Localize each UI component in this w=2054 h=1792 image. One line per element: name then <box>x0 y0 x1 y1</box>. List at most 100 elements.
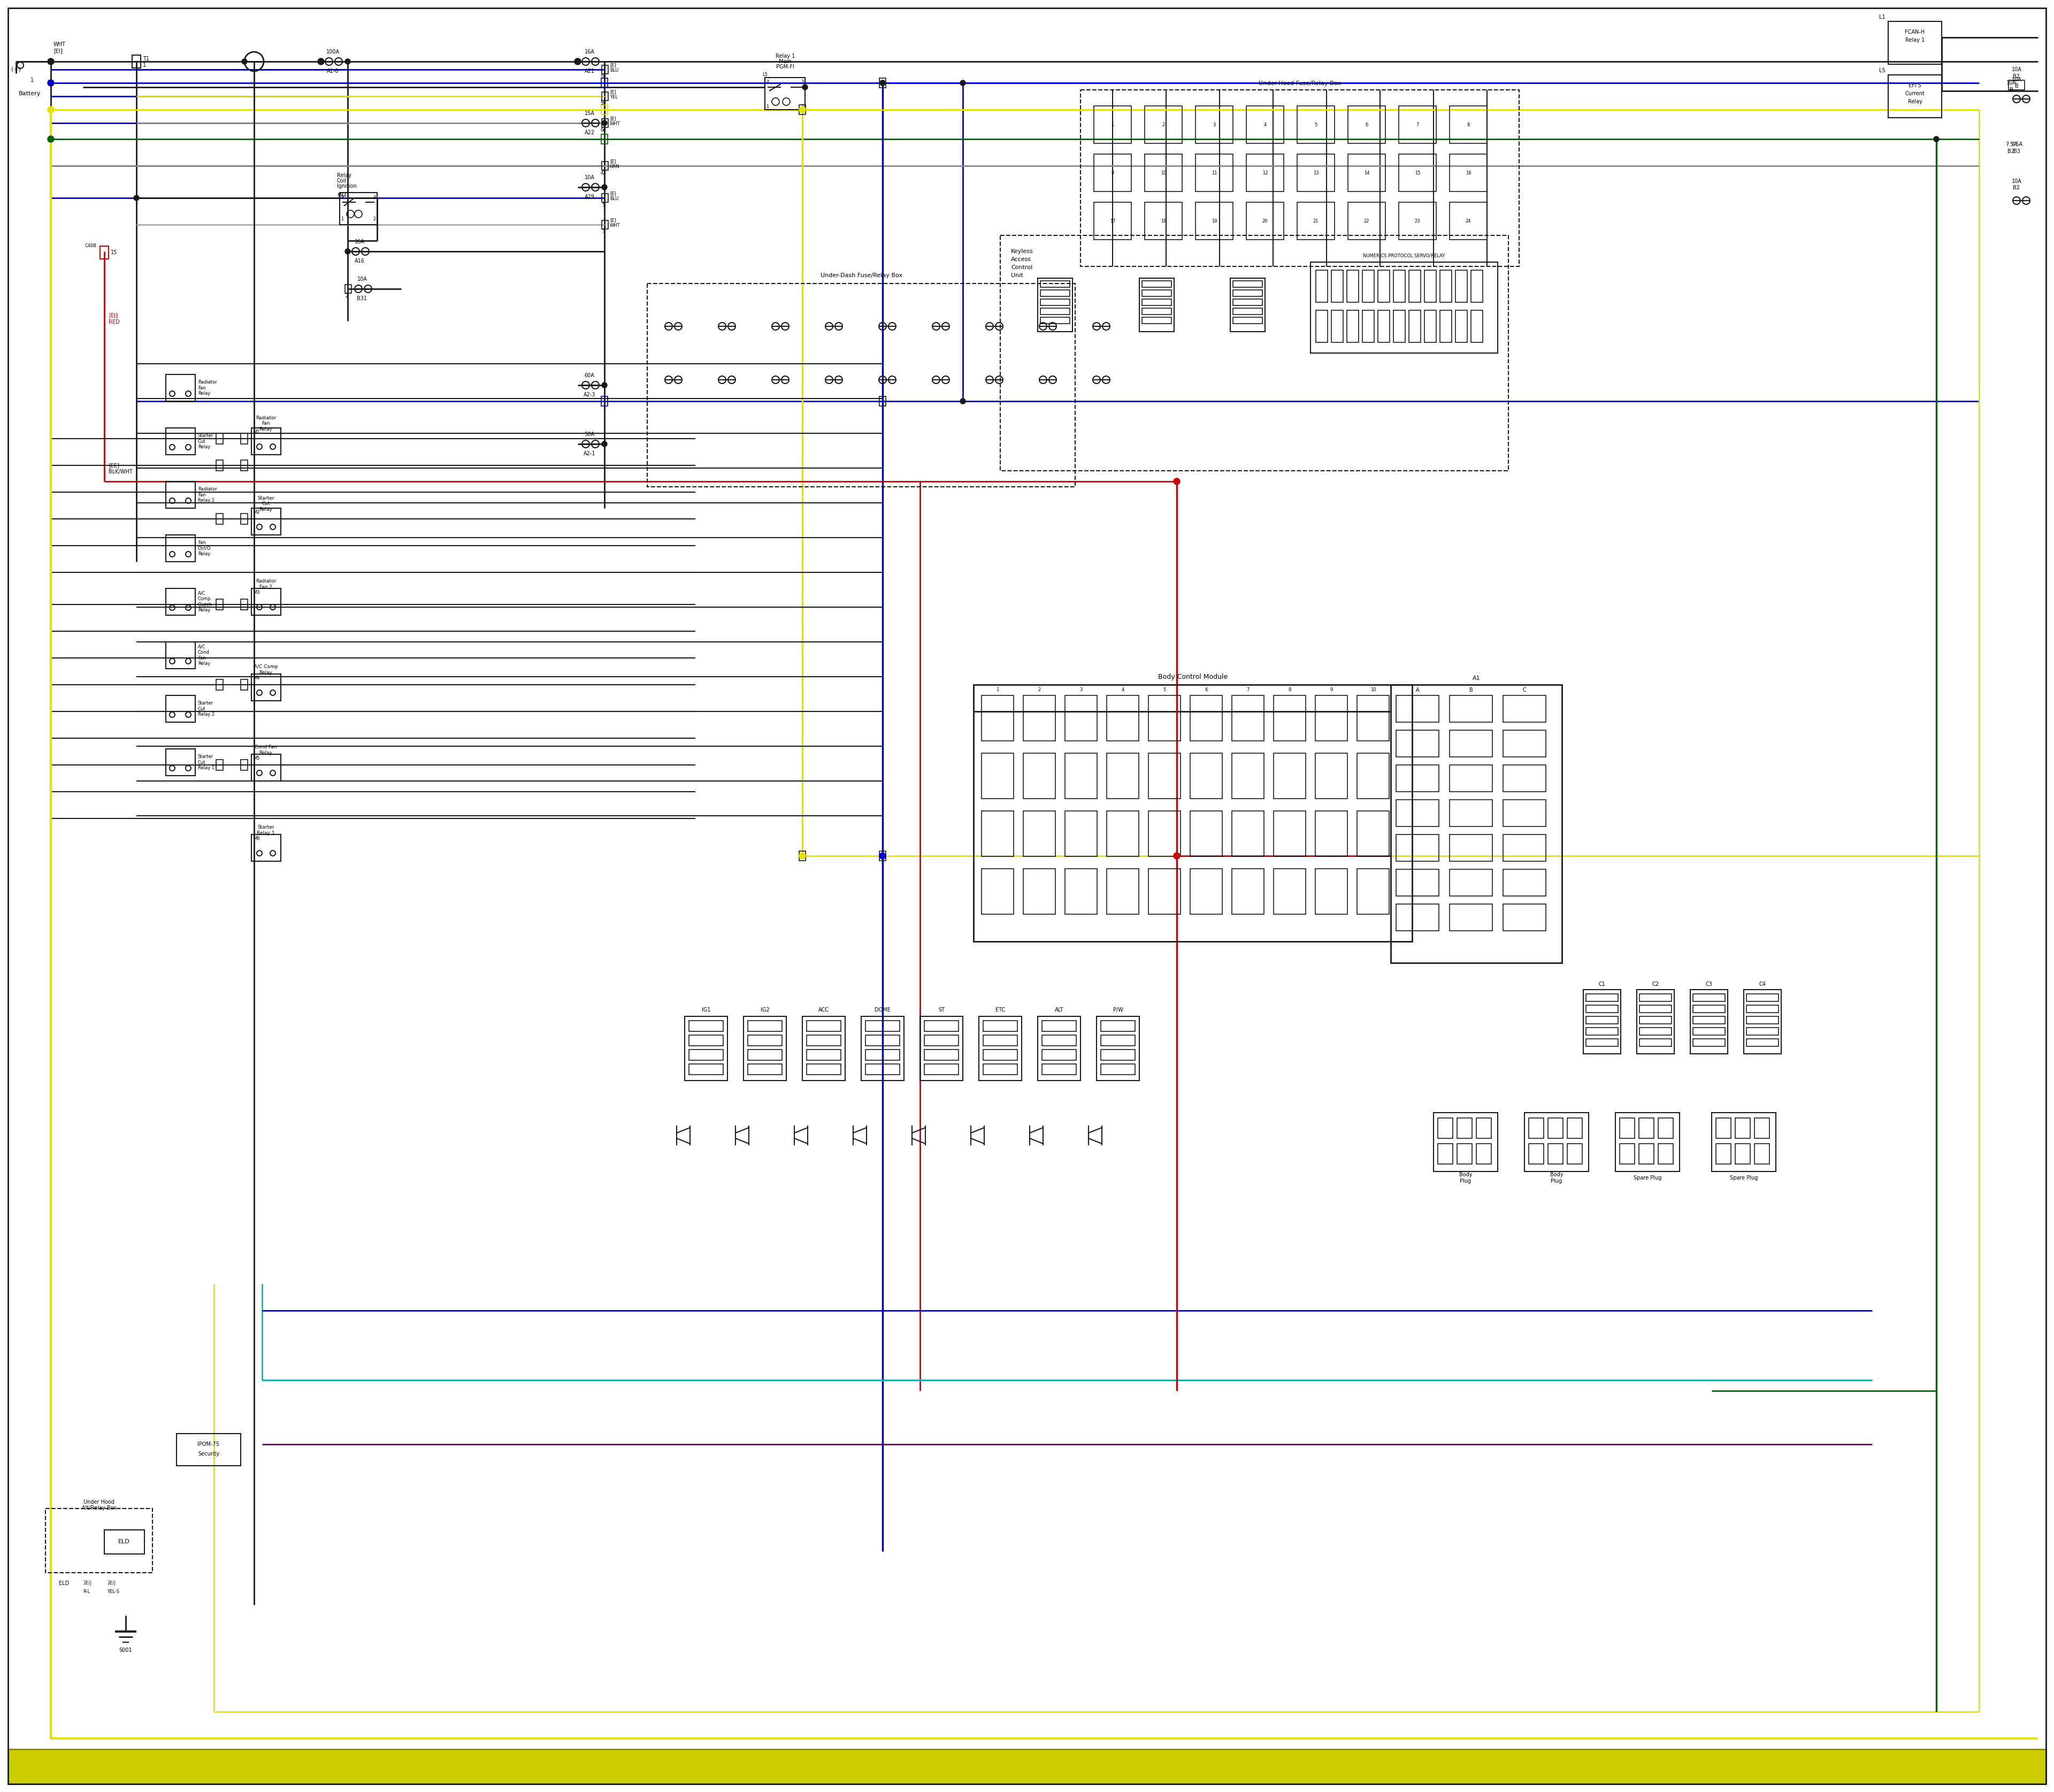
Circle shape <box>799 853 805 858</box>
Bar <box>1347 106 1384 143</box>
Text: [E]: [E] <box>610 90 616 95</box>
Bar <box>1746 1016 1779 1023</box>
Bar <box>924 1064 959 1075</box>
Text: A16: A16 <box>355 258 364 263</box>
Text: 60A: 60A <box>585 373 594 378</box>
Text: 10A: 10A <box>585 176 594 181</box>
Bar <box>1746 1005 1779 1012</box>
Bar <box>1064 753 1097 799</box>
Text: A: A <box>1415 688 1419 694</box>
Bar <box>1477 1118 1491 1138</box>
Text: FCAN-H: FCAN-H <box>1904 29 1925 34</box>
Text: Body Control Module: Body Control Module <box>1158 674 1228 681</box>
Bar <box>1331 271 1343 303</box>
Bar <box>1142 281 1171 287</box>
Bar <box>1888 75 1941 118</box>
Bar <box>1736 1143 1750 1165</box>
Bar <box>1504 835 1547 862</box>
Bar <box>1639 995 1672 1002</box>
Bar <box>1471 310 1483 342</box>
Bar <box>1477 1143 1491 1165</box>
Text: Radiator
Fan
Relay 2: Radiator Fan Relay 2 <box>197 487 218 504</box>
Text: 10: 10 <box>1370 688 1376 692</box>
Bar <box>1189 753 1222 799</box>
Bar <box>602 106 608 115</box>
Bar <box>1247 202 1284 240</box>
Bar <box>982 695 1013 740</box>
Text: Spare Plug: Spare Plug <box>1729 1176 1758 1181</box>
Bar <box>1315 753 1347 799</box>
Text: A1-6: A1-6 <box>327 68 339 73</box>
Bar <box>879 396 885 407</box>
Text: Relay: Relay <box>1908 99 1923 104</box>
Text: A29: A29 <box>585 194 594 199</box>
Bar <box>1450 695 1493 722</box>
Text: T1: T1 <box>144 56 150 61</box>
Bar <box>166 695 195 722</box>
Bar <box>1393 271 1405 303</box>
Text: Starter
Cut
Relay 2: Starter Cut Relay 2 <box>197 701 214 717</box>
Bar <box>1041 281 1070 287</box>
Bar <box>240 461 249 471</box>
Bar <box>861 1016 904 1081</box>
Bar <box>1140 278 1175 332</box>
Bar <box>1504 799 1547 826</box>
Bar <box>1450 765 1493 792</box>
Text: 3: 3 <box>602 229 604 235</box>
Bar <box>1101 1021 1136 1032</box>
Circle shape <box>575 59 581 65</box>
Bar <box>1378 310 1391 342</box>
Text: Starter
Cut
Relay: Starter Cut Relay <box>197 434 214 450</box>
Bar <box>1450 869 1493 896</box>
Circle shape <box>47 81 53 86</box>
Bar <box>1358 869 1389 914</box>
Text: M6: M6 <box>253 837 259 840</box>
Bar <box>744 1016 787 1081</box>
Text: Radiator
Fan
Relay: Radiator Fan Relay <box>197 380 218 396</box>
Circle shape <box>47 136 53 142</box>
Bar <box>101 246 109 258</box>
Bar <box>982 869 1013 914</box>
Text: BLU: BLU <box>610 197 618 201</box>
Bar <box>1189 695 1222 740</box>
Circle shape <box>47 106 53 113</box>
Bar <box>984 1021 1017 1032</box>
Bar <box>1101 1036 1136 1047</box>
Text: [E]: [E] <box>610 159 616 163</box>
Text: IG1: IG1 <box>702 1007 711 1012</box>
Bar <box>251 588 281 615</box>
Bar <box>684 1016 727 1081</box>
Bar <box>1690 989 1727 1054</box>
Bar <box>980 1016 1021 1081</box>
Bar <box>1097 1016 1140 1081</box>
Bar <box>748 1036 783 1047</box>
Bar <box>1423 271 1436 303</box>
Bar <box>1023 753 1056 799</box>
Text: EFI 5: EFI 5 <box>1908 82 1920 88</box>
Bar <box>1041 1050 1076 1061</box>
Text: Radiator
Fan 2: Radiator Fan 2 <box>255 579 275 590</box>
Bar <box>924 1036 959 1047</box>
Text: 9: 9 <box>1329 688 1333 692</box>
Bar <box>1000 235 1508 471</box>
Text: Fan
Ctrl/O
Relay: Fan Ctrl/O Relay <box>197 541 212 556</box>
Text: M3: M3 <box>253 590 259 595</box>
Bar <box>1347 202 1384 240</box>
Text: 66: 66 <box>600 127 606 133</box>
Bar <box>216 760 224 771</box>
Text: Keyless: Keyless <box>1011 249 1033 254</box>
Bar <box>251 674 281 701</box>
Circle shape <box>345 59 351 65</box>
Bar <box>1041 290 1070 296</box>
Text: Battery: Battery <box>18 91 41 97</box>
Text: Radiator
Fan
Relay: Radiator Fan Relay <box>255 416 275 432</box>
Text: 2: 2 <box>1037 688 1041 692</box>
Text: A2-1: A2-1 <box>583 452 596 457</box>
Bar <box>865 1050 900 1061</box>
Circle shape <box>879 81 885 86</box>
Text: C3: C3 <box>1705 982 1713 987</box>
Bar <box>1107 869 1138 914</box>
Bar <box>1399 106 1436 143</box>
Text: A2-3: A2-3 <box>583 392 596 398</box>
Bar <box>1273 695 1306 740</box>
